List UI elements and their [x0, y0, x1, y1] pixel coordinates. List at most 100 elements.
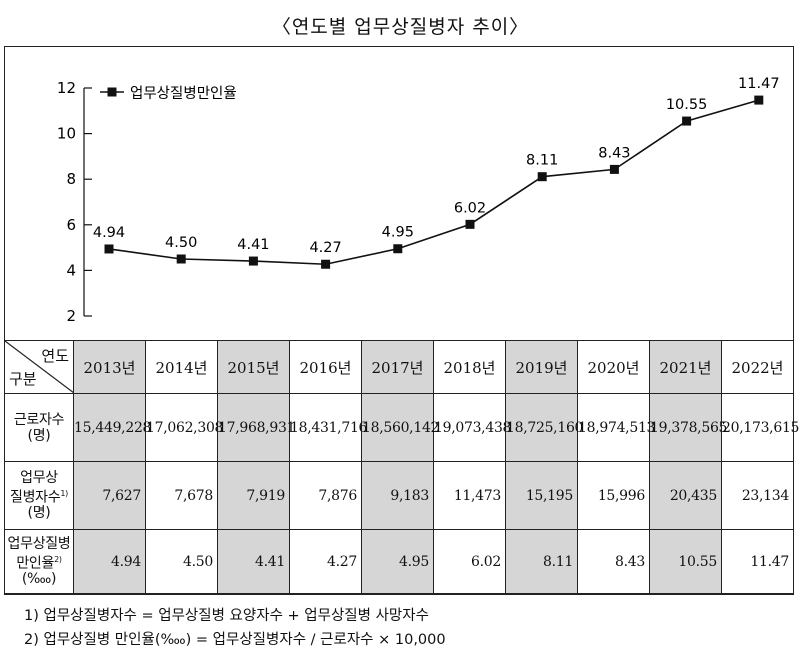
- data-label: 4.95: [382, 225, 414, 241]
- data-point: [248, 256, 258, 266]
- year-header: 2013년: [73, 340, 146, 394]
- data-label: 4.27: [309, 240, 341, 256]
- y-tick-label: 10: [57, 125, 76, 143]
- table-cell: 8.11: [505, 529, 578, 594]
- year-header: 2020년: [577, 340, 650, 394]
- data-point: [609, 164, 619, 174]
- row-header-line: 질병자수: [10, 489, 61, 506]
- data-label: 8.43: [598, 145, 630, 161]
- table-cell: 20,435: [649, 461, 722, 530]
- table-cell: 11.47: [721, 529, 794, 594]
- year-header: 2018년: [433, 340, 506, 394]
- corner-year-label: 연도: [41, 347, 69, 365]
- table-cell: 18,725,160: [505, 393, 583, 462]
- table-cell: 4.27: [289, 529, 362, 594]
- y-tick-label: 4: [66, 261, 76, 279]
- y-tick-label: 8: [66, 170, 76, 188]
- corner-category-label: 구분: [9, 370, 37, 388]
- table-cell: 4.94: [73, 529, 146, 594]
- row-header-patients: 업무상 질병자수1) (명): [4, 461, 74, 530]
- y-tick-label: 2: [66, 307, 76, 325]
- table-cell: 15,449,228: [73, 393, 151, 462]
- corner-cell: 연도 구분: [4, 340, 74, 394]
- year-header-row: 연도 구분 2013년 2014년 2015년 2016년 2017년 2018…: [4, 340, 794, 394]
- data-point: [537, 172, 547, 182]
- table-cell: 23,134: [721, 461, 794, 530]
- data-label: 4.41: [237, 237, 269, 253]
- data-point: [465, 219, 475, 229]
- data-labels: 4.94 4.50 4.41 4.27 4.95 6.02 8.11 8.43 10.55 11.…: [93, 76, 780, 256]
- footnote-2: 2) 업무상질병 만인율(‱) = 업무상질병자수 / 근로자수 × 10,00…: [24, 632, 446, 648]
- row-header-line: (‱): [21, 571, 57, 588]
- table-row-workers: 근로자수 (명) 15,449,228 17,062,308 17,968,93…: [4, 393, 799, 462]
- table-cell: 7,876: [289, 461, 362, 530]
- table-cell: 7,627: [73, 461, 146, 530]
- year-header: 2015년: [217, 340, 290, 394]
- table-cell: 18,560,142: [361, 393, 439, 462]
- corner-diagonal: [5, 341, 74, 393]
- data-points: [104, 95, 764, 269]
- footnote-marker: 2): [54, 554, 62, 564]
- table-cell: 4.50: [145, 529, 218, 594]
- table-cell: 15,195: [505, 461, 578, 530]
- data-point: [104, 244, 114, 254]
- page-title: 〈연도별 업무상질병자 추이〉: [271, 16, 530, 38]
- chart-frame: [4, 46, 794, 595]
- year-header: 2022년: [721, 340, 794, 394]
- data-point: [176, 254, 186, 264]
- row-header-workers: 근로자수 (명): [4, 393, 74, 462]
- data-point: [321, 259, 331, 269]
- table-cell: 18,974,513: [577, 393, 655, 462]
- table-cell: 8.43: [577, 529, 650, 594]
- table-cell: 4.95: [361, 529, 434, 594]
- data-label: 11.47: [738, 76, 780, 92]
- table-cell: 11,473: [433, 461, 506, 530]
- data-label: 10.55: [666, 97, 708, 113]
- legend: 업무상질병만인율: [100, 85, 237, 102]
- data-label: 4.94: [93, 225, 125, 241]
- series-line: [108, 99, 760, 266]
- y-tick-label: 12: [57, 79, 76, 97]
- row-header-line: 근로자수: [13, 411, 65, 428]
- table-cell: 7,919: [217, 461, 290, 530]
- table-row-patients: 업무상 질병자수1) (명) 7,627 7,678 7,919 7,876 9…: [4, 461, 794, 530]
- row-header-rate: 업무상질병 만인율2) (‱): [4, 529, 74, 594]
- table-cell: 20,173,615: [721, 393, 799, 462]
- data-table: 연도 구분 2013년 2014년 2015년 2016년 2017년 2018…: [4, 340, 799, 594]
- data-label: 6.02: [454, 200, 486, 216]
- footnote-marker: 1): [60, 488, 68, 498]
- table-cell: 19,378,565: [649, 393, 727, 462]
- year-header: 2021년: [649, 340, 722, 394]
- table-cell: 10.55: [649, 529, 722, 594]
- data-point: [682, 116, 692, 126]
- y-axis: 2 4 6 8 10 12: [57, 79, 92, 325]
- table-row-rate: 업무상질병 만인율2) (‱) 4.94 4.50 4.41 4.27 4.95…: [4, 529, 794, 594]
- year-header: 2014년: [145, 340, 218, 394]
- table-cell: 17,062,308: [145, 393, 223, 462]
- year-header: 2016년: [289, 340, 362, 394]
- table-cell: 9,183: [361, 461, 434, 530]
- table-cell: 18,431,716: [289, 393, 367, 462]
- legend-label: 업무상질병만인율: [130, 85, 237, 102]
- row-header-line: (명): [27, 427, 51, 444]
- year-header: 2019년: [505, 340, 578, 394]
- legend-marker: [107, 87, 117, 97]
- line-chart: 2 4 6 8 10 12 업무상질병만인율 4.94 4.50 4.41 4.27 4.95 6.…: [57, 76, 780, 325]
- year-header: 2017년: [361, 340, 434, 394]
- y-tick-label: 6: [66, 216, 76, 234]
- data-point: [754, 95, 764, 105]
- table-cell: 4.41: [217, 529, 290, 594]
- footnote-1: 1) 업무상질병자수 = 업무상질병 요양자수 + 업무상질병 사망자수: [24, 608, 429, 624]
- row-header-line: 업무상질병: [7, 535, 71, 552]
- row-header-line: (명): [27, 505, 51, 522]
- data-label: 8.11: [526, 153, 558, 169]
- table-cell: 15,996: [577, 461, 650, 530]
- table-cell: 7,678: [145, 461, 218, 530]
- table-cell: 6.02: [433, 529, 506, 594]
- table-cell: 17,968,931: [217, 393, 295, 462]
- row-header-line: 만인율: [16, 555, 55, 572]
- row-header-line: 업무상: [20, 469, 58, 486]
- data-point: [393, 244, 403, 254]
- table-cell: 19,073,438: [433, 393, 511, 462]
- data-label: 4.50: [165, 235, 197, 251]
